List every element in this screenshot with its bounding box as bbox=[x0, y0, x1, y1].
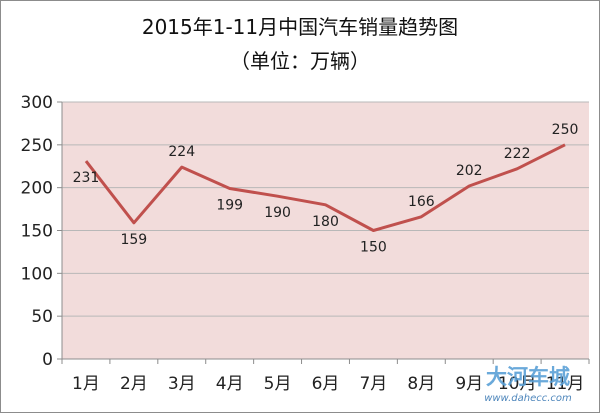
data-labels: 231 159 224 199 190 180 150 166 202 222 250 bbox=[73, 122, 579, 256]
y-tick-label: 150 bbox=[21, 222, 53, 242]
data-label: 150 bbox=[360, 240, 387, 256]
y-tick-label: 50 bbox=[31, 307, 53, 327]
chart-subtitle: （单位：万辆） bbox=[230, 49, 370, 73]
data-label: 202 bbox=[456, 163, 483, 179]
y-tick-label: 0 bbox=[42, 350, 53, 370]
x-tick-label: 11月 bbox=[546, 374, 585, 394]
y-tick-label: 100 bbox=[21, 264, 53, 284]
x-axis: 1月 2月 3月 4月 5月 6月 7月 8月 9月 10月 11月 bbox=[61, 358, 590, 394]
data-label: 180 bbox=[312, 214, 339, 230]
y-axis: 0 50 100 150 200 250 300 bbox=[21, 93, 63, 370]
data-label: 222 bbox=[504, 146, 531, 162]
x-tick-label: 5月 bbox=[264, 374, 292, 394]
x-tick-label: 2月 bbox=[120, 374, 148, 394]
y-tick-label: 300 bbox=[21, 93, 53, 113]
y-tick-label: 200 bbox=[21, 179, 53, 199]
gridlines bbox=[62, 101, 589, 317]
x-tick-label: 9月 bbox=[455, 374, 483, 394]
watermark-url: www.dahecc.com bbox=[484, 393, 572, 404]
watermark: 大河车城 www.dahecc.com bbox=[484, 365, 572, 404]
data-label: 166 bbox=[408, 194, 435, 210]
x-tick-label: 10月 bbox=[498, 374, 537, 394]
x-tick-label: 6月 bbox=[312, 374, 340, 394]
x-tick-label: 7月 bbox=[359, 374, 387, 394]
chart-title: 2015年1-11月中国汽车销量趋势图 bbox=[142, 15, 458, 39]
data-label: 159 bbox=[120, 232, 147, 248]
x-tick-label: 8月 bbox=[407, 374, 435, 394]
watermark-text: 大河车城 bbox=[486, 365, 570, 389]
data-label: 190 bbox=[264, 205, 291, 221]
data-label: 250 bbox=[552, 122, 579, 138]
data-label: 231 bbox=[73, 170, 100, 186]
y-tick-label: 250 bbox=[21, 136, 53, 156]
data-label: 224 bbox=[168, 144, 195, 160]
series-line bbox=[84, 143, 566, 232]
x-tick-label: 3月 bbox=[168, 374, 196, 394]
data-label: 199 bbox=[216, 198, 243, 214]
x-tick-label: 4月 bbox=[216, 374, 244, 394]
x-tick-label: 1月 bbox=[72, 374, 100, 394]
